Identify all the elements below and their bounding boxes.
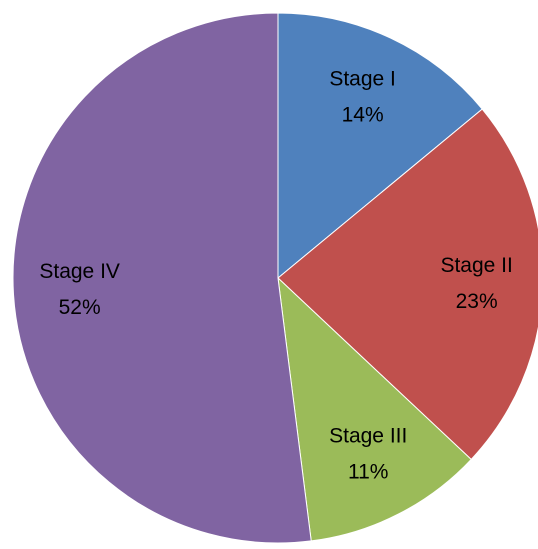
slice-label: Stage IV — [39, 260, 120, 283]
value-label: 11% — [348, 461, 388, 484]
slice-label: Stage III — [329, 425, 407, 448]
value-label: 23% — [456, 290, 498, 313]
pie-slice — [277, 12, 483, 280]
slice-label: Stage I — [329, 68, 396, 91]
pie-slice — [12, 12, 312, 544]
slice-label: Stage II — [440, 254, 512, 277]
value-label: 14% — [342, 104, 384, 127]
pie-slice — [277, 108, 538, 461]
value-label: 52% — [59, 296, 101, 319]
pie-slice — [277, 276, 472, 542]
